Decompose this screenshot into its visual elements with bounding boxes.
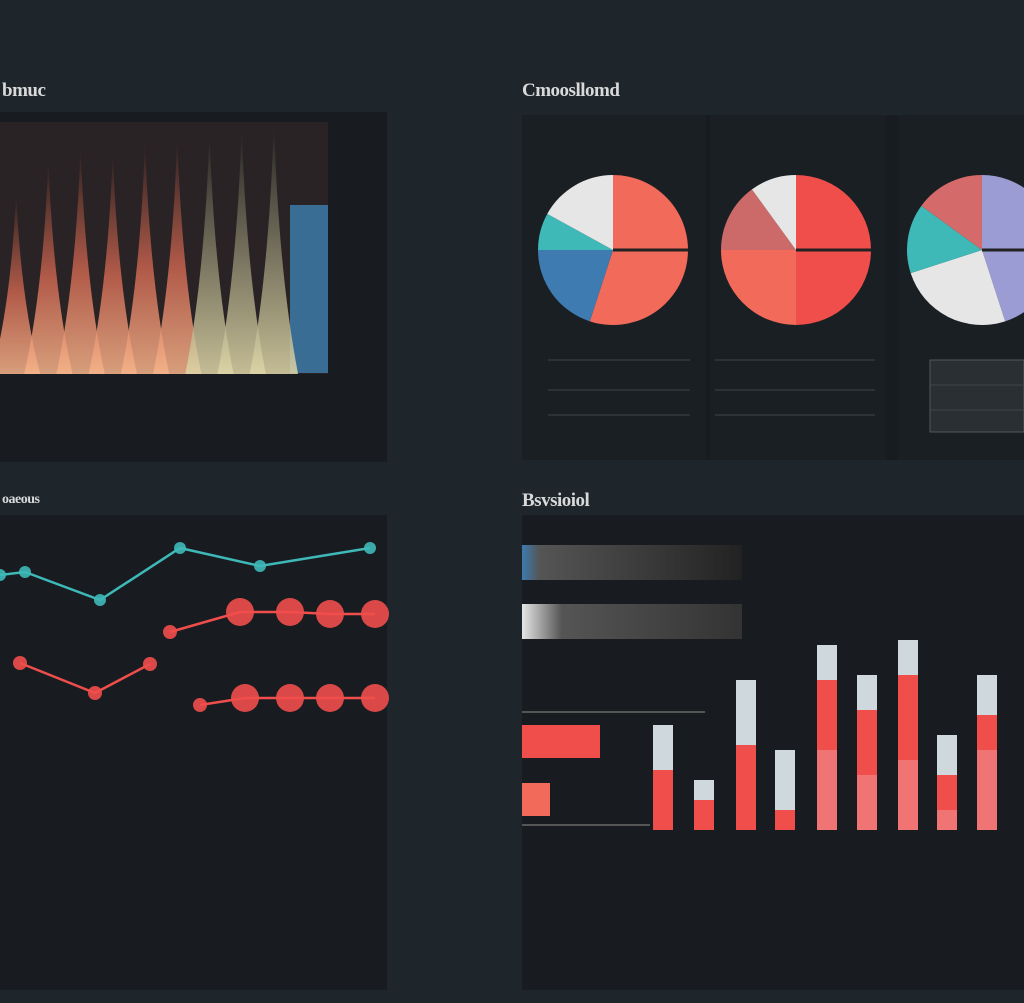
pie-1-slice-4 bbox=[547, 175, 613, 250]
bar-9-segment-1 bbox=[977, 750, 997, 830]
line-2-point-1 bbox=[163, 625, 177, 639]
area-spike-7 bbox=[185, 132, 234, 374]
line-3-point-1 bbox=[13, 656, 27, 670]
area-spike-6 bbox=[153, 137, 202, 374]
bar-9-segment-2 bbox=[977, 715, 997, 750]
line-2-point-3 bbox=[276, 598, 304, 626]
bar-1-segment-1 bbox=[653, 770, 673, 830]
bar-3-segment-2 bbox=[736, 680, 756, 745]
area-spike-9 bbox=[249, 122, 299, 374]
bar-9-segment-3 bbox=[977, 675, 997, 715]
area-chart-edge-block bbox=[290, 205, 328, 373]
bar-6-segment-3 bbox=[857, 675, 877, 710]
line-2-point-4 bbox=[316, 600, 344, 628]
bottom-right-title: Bsvsioiol bbox=[522, 490, 590, 511]
bar-8-segment-1 bbox=[937, 810, 957, 830]
line-4-point-3 bbox=[276, 684, 304, 712]
line-1-point-1 bbox=[0, 569, 6, 581]
hbar-3 bbox=[522, 725, 600, 758]
pie-1-slice-3 bbox=[538, 213, 613, 250]
area-chart-series bbox=[0, 122, 299, 374]
pie-charts bbox=[538, 175, 1024, 325]
bar-5-segment-2 bbox=[817, 680, 837, 750]
bar-2-segment-1 bbox=[694, 800, 714, 830]
horizontal-bars bbox=[522, 545, 742, 826]
line-series-1 bbox=[0, 546, 371, 602]
bar-8-segment-2 bbox=[937, 775, 957, 810]
hbar-4 bbox=[522, 783, 550, 816]
pie-2-slice-2 bbox=[721, 250, 796, 325]
bar-5-segment-3 bbox=[817, 645, 837, 680]
line-2-point-2 bbox=[226, 598, 254, 626]
bottom-left-title: oaeous bbox=[2, 492, 40, 507]
line-3-point-3 bbox=[143, 657, 157, 671]
line-2-point-5 bbox=[361, 600, 389, 628]
area-spike-3 bbox=[56, 147, 105, 374]
panel-line-chart bbox=[0, 515, 387, 990]
area-spike-5 bbox=[120, 142, 170, 374]
line-1-point-3 bbox=[94, 594, 106, 606]
top-right-title: Cmoosllomd bbox=[522, 80, 620, 101]
stacked-bars bbox=[653, 640, 997, 830]
line-3-point-2 bbox=[88, 686, 102, 700]
bar-7-segment-1 bbox=[898, 760, 918, 830]
bar-4-segment-1 bbox=[775, 810, 795, 830]
line-series-2 bbox=[169, 610, 375, 634]
pie-3-slice-3 bbox=[907, 205, 982, 274]
pie-3-slice-4 bbox=[921, 175, 982, 250]
line-1-point-5 bbox=[254, 560, 266, 572]
line-chart-series bbox=[0, 542, 389, 712]
pie-3-slice-1 bbox=[982, 175, 1024, 322]
line-4-point-1 bbox=[193, 698, 207, 712]
pie-tables bbox=[548, 359, 1024, 433]
hbar-2 bbox=[522, 604, 742, 639]
line-1-point-4 bbox=[174, 542, 186, 554]
pie-1-slice-2 bbox=[538, 250, 613, 322]
bar-7-segment-2 bbox=[898, 675, 918, 760]
bar-1-segment-2 bbox=[653, 725, 673, 770]
line-4-point-4 bbox=[316, 684, 344, 712]
pie-2-slice-3 bbox=[721, 189, 796, 250]
hbar-1 bbox=[522, 545, 742, 580]
pie-2-slice-4 bbox=[751, 175, 796, 250]
line-1-point-6 bbox=[364, 542, 376, 554]
pie-3-slice-2 bbox=[910, 250, 1006, 325]
bar-4-segment-2 bbox=[775, 750, 795, 810]
area-spike-8 bbox=[217, 127, 266, 374]
bar-7-segment-3 bbox=[898, 640, 918, 675]
top-left-title: bmuc bbox=[2, 80, 46, 101]
bar-8-segment-3 bbox=[937, 735, 957, 775]
bar-3-segment-1 bbox=[736, 745, 756, 830]
line-1-point-2 bbox=[19, 566, 31, 578]
area-spike-2 bbox=[24, 159, 73, 374]
line-series-3 bbox=[19, 661, 151, 695]
line-4-point-5 bbox=[361, 684, 389, 712]
line-4-point-2 bbox=[231, 684, 259, 712]
bar-6-segment-2 bbox=[857, 710, 877, 775]
bar-6-segment-1 bbox=[857, 775, 877, 830]
area-spike-4 bbox=[88, 152, 137, 374]
bar-5-segment-1 bbox=[817, 750, 837, 830]
bar-2-segment-2 bbox=[694, 780, 714, 800]
area-spike-1 bbox=[0, 192, 41, 374]
